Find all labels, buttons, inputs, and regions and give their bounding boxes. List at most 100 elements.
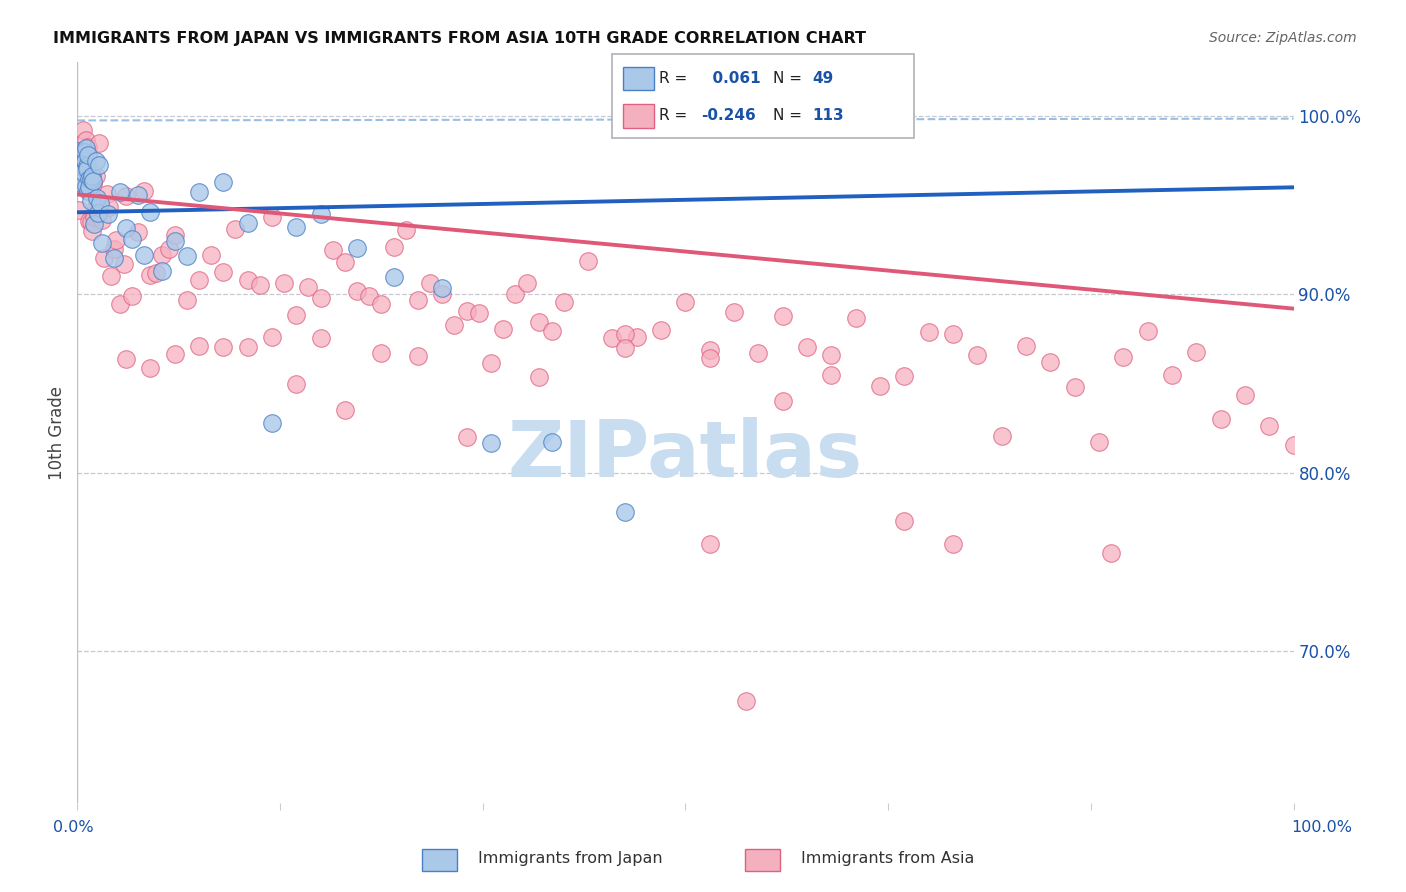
Point bbox=[76, 156, 98, 170]
Point bbox=[93, 251, 115, 265]
Point bbox=[370, 297, 392, 311]
Point bbox=[479, 356, 502, 370]
Y-axis label: 10th Grade: 10th Grade bbox=[48, 385, 66, 480]
Point bbox=[76, 159, 98, 173]
Point bbox=[602, 331, 624, 345]
Point bbox=[285, 377, 308, 392]
Point bbox=[145, 266, 167, 280]
Point bbox=[419, 277, 441, 291]
Point bbox=[75, 133, 97, 147]
Point bbox=[188, 339, 211, 353]
Point bbox=[121, 232, 143, 246]
Point bbox=[285, 219, 308, 234]
Point bbox=[430, 286, 453, 301]
Point bbox=[613, 505, 636, 519]
Point bbox=[1185, 344, 1208, 359]
Point bbox=[103, 242, 125, 256]
Text: N =: N = bbox=[773, 109, 807, 123]
Point bbox=[479, 436, 502, 450]
Point bbox=[69, 176, 91, 190]
Point bbox=[820, 368, 842, 382]
Point bbox=[176, 249, 198, 263]
Point bbox=[772, 309, 794, 323]
Point bbox=[699, 537, 721, 551]
Point bbox=[89, 158, 111, 172]
Point bbox=[456, 430, 478, 444]
Point bbox=[224, 222, 246, 236]
Point bbox=[966, 349, 988, 363]
Point bbox=[309, 291, 332, 305]
Point bbox=[86, 197, 108, 211]
Text: -0.246: -0.246 bbox=[702, 109, 756, 123]
Point bbox=[735, 694, 758, 708]
Point bbox=[163, 234, 186, 248]
Point bbox=[75, 141, 97, 155]
Point bbox=[70, 145, 93, 159]
Point bbox=[84, 153, 107, 168]
Point bbox=[152, 248, 174, 262]
Text: Immigrants from Asia: Immigrants from Asia bbox=[801, 851, 974, 865]
Point bbox=[115, 189, 138, 203]
Point bbox=[346, 241, 368, 255]
Point bbox=[1015, 339, 1038, 353]
Point bbox=[990, 429, 1012, 443]
Point bbox=[82, 174, 104, 188]
Point bbox=[127, 187, 149, 202]
Point bbox=[73, 154, 96, 169]
Point bbox=[430, 281, 453, 295]
Point bbox=[443, 318, 465, 332]
Point bbox=[285, 308, 308, 322]
Text: 49: 49 bbox=[813, 71, 834, 86]
Point bbox=[249, 277, 271, 292]
Point bbox=[333, 402, 356, 417]
Point bbox=[1063, 380, 1085, 394]
Point bbox=[77, 140, 100, 154]
Point bbox=[613, 341, 636, 355]
Point bbox=[77, 184, 100, 198]
Point bbox=[108, 297, 131, 311]
Point bbox=[80, 169, 103, 183]
Point bbox=[139, 268, 162, 282]
Point bbox=[80, 194, 103, 208]
Point bbox=[322, 243, 344, 257]
Point bbox=[70, 159, 93, 173]
Point bbox=[650, 323, 672, 337]
Point bbox=[406, 349, 429, 363]
Point bbox=[89, 196, 111, 211]
Point bbox=[370, 346, 392, 360]
Point bbox=[112, 257, 135, 271]
Point bbox=[1161, 368, 1184, 382]
Point bbox=[200, 248, 222, 262]
Point bbox=[467, 306, 489, 320]
Point bbox=[82, 177, 104, 191]
Point bbox=[103, 251, 125, 265]
Point bbox=[492, 322, 515, 336]
Point bbox=[134, 184, 156, 198]
Point bbox=[1282, 437, 1305, 451]
Text: 0.061: 0.061 bbox=[702, 71, 761, 86]
Point bbox=[89, 136, 111, 151]
Text: 100.0%: 100.0% bbox=[1292, 821, 1353, 835]
Point bbox=[236, 340, 259, 354]
Point bbox=[188, 273, 211, 287]
Point bbox=[516, 276, 538, 290]
Point bbox=[67, 144, 90, 158]
Point bbox=[540, 435, 562, 450]
Point bbox=[212, 175, 235, 189]
Point bbox=[346, 284, 368, 298]
Point bbox=[70, 178, 93, 193]
Point bbox=[108, 185, 131, 199]
Point bbox=[121, 289, 143, 303]
Point bbox=[80, 214, 103, 228]
Point bbox=[163, 228, 186, 243]
Point bbox=[893, 514, 915, 528]
Point bbox=[157, 242, 180, 256]
Text: 0.0%: 0.0% bbox=[53, 821, 94, 835]
Point bbox=[115, 221, 138, 235]
Point bbox=[100, 268, 122, 283]
Point bbox=[75, 178, 97, 193]
Point bbox=[87, 208, 110, 222]
Point bbox=[699, 343, 721, 358]
Point bbox=[382, 270, 405, 285]
Text: N =: N = bbox=[773, 71, 807, 86]
